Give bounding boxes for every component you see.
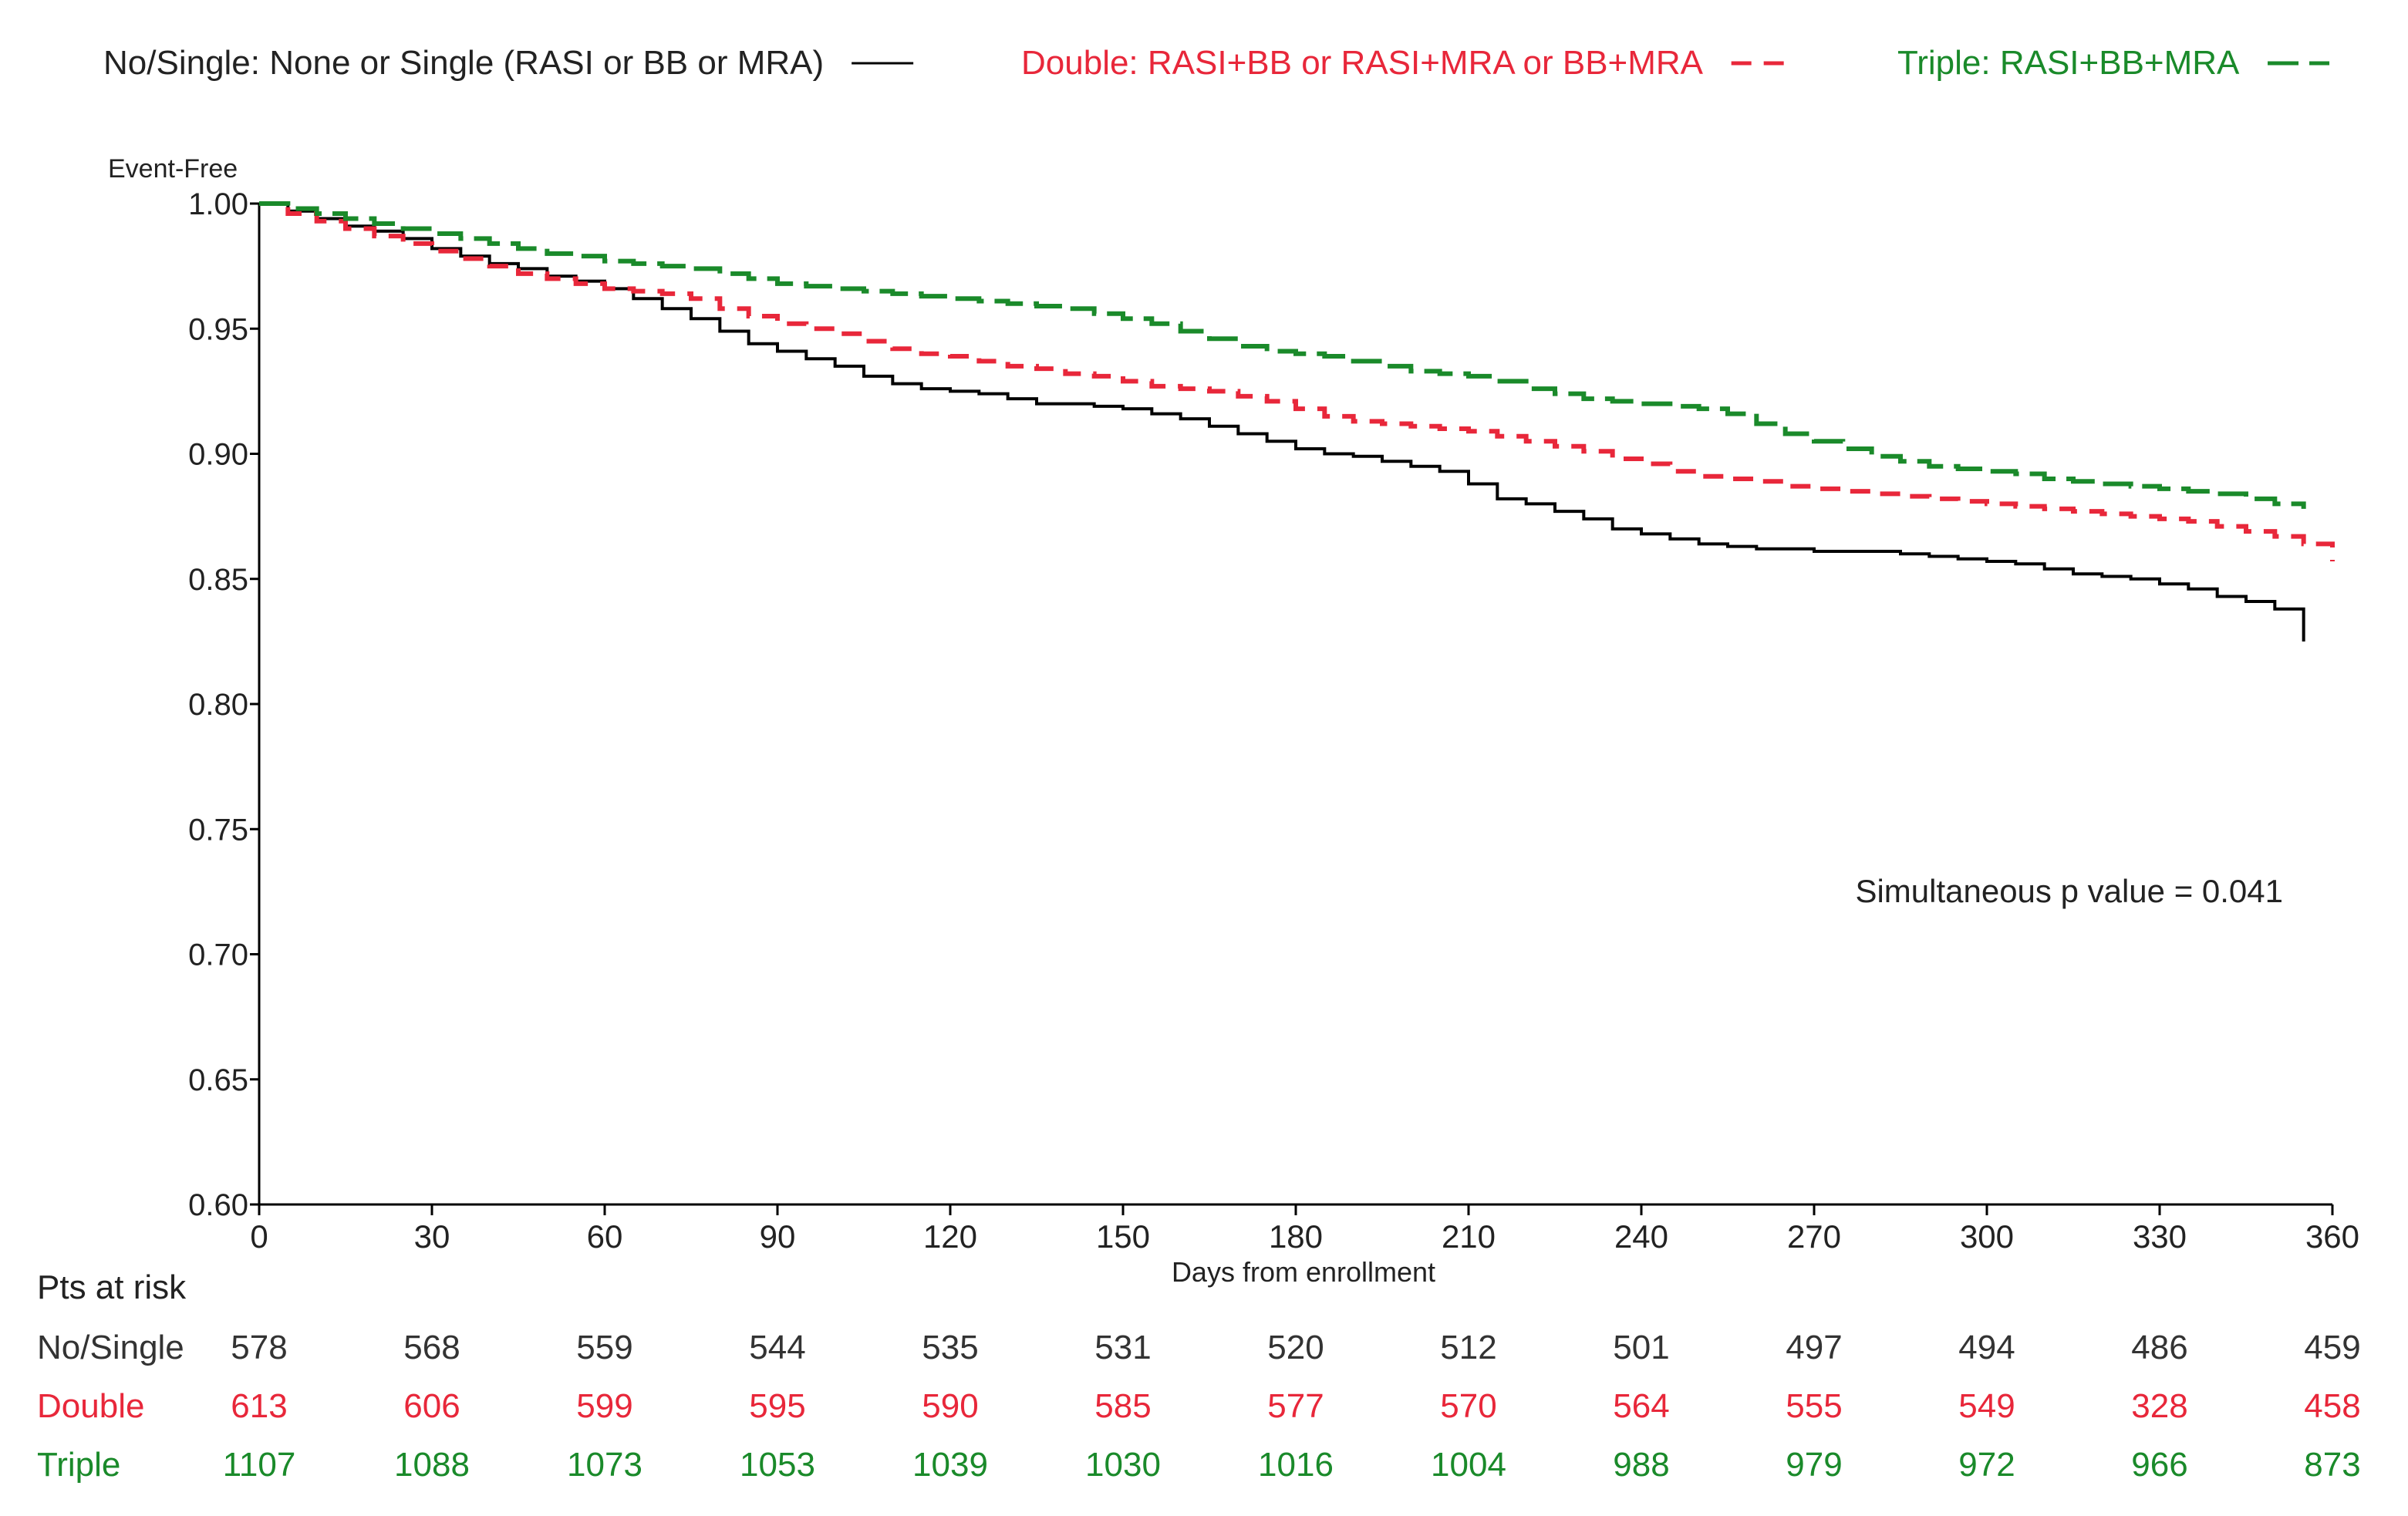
x-tick-label: 60	[587, 1218, 623, 1255]
risk-table-title: Pts at risk	[37, 1268, 187, 1306]
x-tick-label: 240	[1614, 1218, 1668, 1255]
x-tick-label: 30	[414, 1218, 450, 1255]
y-tick-label: 1.00	[188, 187, 248, 221]
x-tick-label: 150	[1096, 1218, 1150, 1255]
x-tick-label: 270	[1787, 1218, 1841, 1255]
risk-row-label: Double	[37, 1387, 144, 1425]
series-line-3	[259, 201, 2306, 509]
risk-cell: 512	[1440, 1329, 1496, 1366]
risk-cell: 606	[403, 1387, 460, 1425]
risk-cell: 459	[2304, 1329, 2360, 1366]
x-tick-label: 360	[2305, 1218, 2359, 1255]
risk-cell: 549	[1958, 1387, 2015, 1425]
risk-cell: 578	[231, 1329, 287, 1366]
risk-cell: 570	[1440, 1387, 1496, 1425]
risk-cell: 1088	[394, 1446, 470, 1484]
series-line-1	[259, 202, 2305, 642]
risk-cell: 979	[1786, 1446, 1842, 1484]
risk-cell: 531	[1094, 1329, 1151, 1366]
legend-label-3: Triple: RASI+BB+MRA	[1897, 44, 2240, 82]
y-tick-label: 0.60	[188, 1188, 248, 1222]
x-tick-label: 0	[250, 1218, 268, 1255]
x-tick-label: 90	[760, 1218, 796, 1255]
risk-cell: 486	[2131, 1329, 2187, 1366]
risk-row-label: Triple	[37, 1446, 120, 1484]
legend-label-2: Double: RASI+BB or RASI+MRA or BB+MRA	[1021, 44, 1704, 82]
x-tick-label: 180	[1269, 1218, 1323, 1255]
series-line-2	[259, 201, 2335, 562]
risk-cell: 585	[1094, 1387, 1151, 1425]
x-tick-label: 330	[2133, 1218, 2187, 1255]
risk-cell: 535	[922, 1329, 978, 1366]
risk-cell: 873	[2304, 1446, 2360, 1484]
x-tick-label: 120	[923, 1218, 977, 1255]
risk-cell: 520	[1267, 1329, 1324, 1366]
risk-cell: 972	[1958, 1446, 2015, 1484]
y-tick-label: 0.70	[188, 938, 248, 972]
x-tick-label: 300	[1960, 1218, 2014, 1255]
x-tick-label: 210	[1442, 1218, 1496, 1255]
risk-cell: 458	[2304, 1387, 2360, 1425]
legend: No/Single: None or Single (RASI or BB or…	[103, 44, 2330, 82]
survival-curves	[259, 201, 2335, 642]
risk-cell: 613	[231, 1387, 287, 1425]
y-tick-label: 0.85	[188, 563, 248, 597]
risk-cell: 555	[1786, 1387, 1842, 1425]
y-tick-label: 0.80	[188, 688, 248, 722]
risk-cell: 544	[749, 1329, 805, 1366]
risk-cell: 494	[1958, 1329, 2015, 1366]
risk-cell: 599	[576, 1387, 632, 1425]
risk-cell: 966	[2131, 1446, 2187, 1484]
risk-cell: 1030	[1085, 1446, 1161, 1484]
risk-cell: 1039	[912, 1446, 988, 1484]
risk-cell: 577	[1267, 1387, 1324, 1425]
y-tick-label: 0.95	[188, 312, 248, 346]
risk-cell: 1073	[567, 1446, 642, 1484]
x-axis-label: Days from enrollment	[1172, 1256, 1435, 1288]
y-tick-label: 0.65	[188, 1063, 248, 1097]
risk-row-label: No/Single	[37, 1329, 184, 1366]
risk-cell: 1004	[1431, 1446, 1506, 1484]
y-tick-label: 0.90	[188, 438, 248, 472]
y-tick-label: 0.75	[188, 813, 248, 847]
axes: 0.60 0.65 0.70 0.75 0.80 0.85 0.90 0.95 1.00Even…	[108, 154, 2359, 1288]
risk-cell: 590	[922, 1387, 978, 1425]
risk-cell: 1107	[223, 1446, 296, 1484]
p-value-annotation: Simultaneous p value = 0.041	[1855, 873, 2283, 909]
risk-cell: 559	[576, 1329, 632, 1366]
risk-cell: 328	[2131, 1387, 2187, 1425]
risk-cell: 501	[1613, 1329, 1669, 1366]
risk-cell: 595	[749, 1387, 805, 1425]
risk-cell: 564	[1613, 1387, 1669, 1425]
risk-cell: 568	[403, 1329, 460, 1366]
risk-table: Pts at risk No/Single 578 568 559 544 535 531 52…	[37, 1268, 2361, 1484]
risk-cell: 1016	[1258, 1446, 1334, 1484]
risk-cell: 988	[1613, 1446, 1669, 1484]
risk-cell: 497	[1786, 1329, 1842, 1366]
legend-label-1: No/Single: None or Single (RASI or BB or…	[103, 44, 824, 82]
y-axis-label: Event-Free	[108, 154, 238, 184]
risk-cell: 1053	[740, 1446, 815, 1484]
